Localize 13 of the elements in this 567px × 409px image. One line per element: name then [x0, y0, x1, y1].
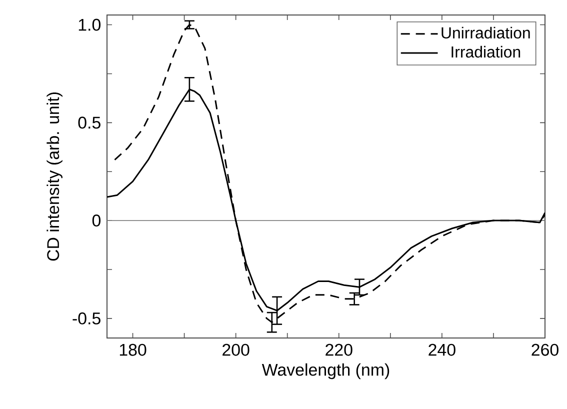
- x-tick-label: 200: [222, 344, 250, 356]
- y-tick-label: -0.5: [72, 312, 100, 324]
- y-axis-title: CD intensity (arb. unit): [46, 92, 62, 261]
- x-tick-label: 240: [428, 344, 456, 356]
- y-tick-label: 0.5: [78, 116, 100, 129]
- x-tick-label: 180: [120, 344, 146, 356]
- x-tick-label: 220: [326, 344, 352, 356]
- legend-label: Irradiation: [452, 46, 520, 58]
- y-tick-label: 0: [92, 214, 101, 227]
- x-axis-title: Wavelength (nm): [262, 363, 390, 380]
- y-tick-label: 1.0: [78, 18, 101, 31]
- x-tick-label: 260: [532, 344, 558, 356]
- legend-label: Unirradiation: [442, 26, 530, 39]
